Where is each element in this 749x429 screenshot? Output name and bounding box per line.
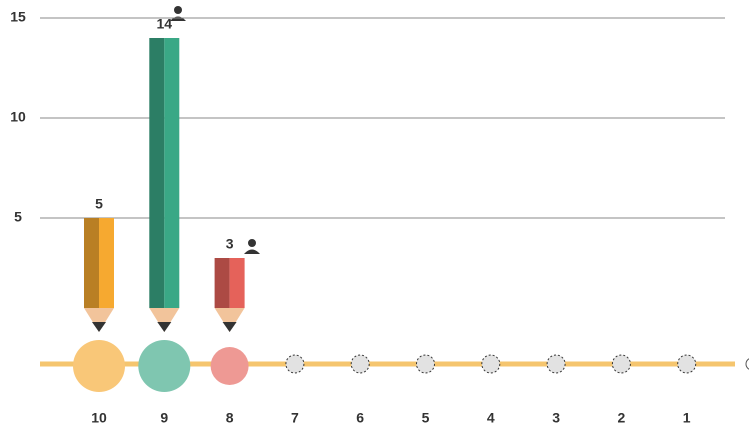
x-tick-label: 9 xyxy=(160,410,168,426)
x-tick-label: 3 xyxy=(552,410,560,426)
blob xyxy=(138,340,191,392)
blob xyxy=(210,347,249,385)
y-tick-label: 5 xyxy=(14,209,22,225)
pencil-body xyxy=(229,258,245,308)
person-icon xyxy=(170,6,186,21)
empty-slot xyxy=(481,354,501,374)
empty-slot xyxy=(416,354,435,374)
empty-slot xyxy=(285,354,305,374)
y-tick-label: 10 xyxy=(10,109,26,125)
x-tick-label: 8 xyxy=(226,410,234,426)
person-icon xyxy=(244,239,260,254)
pencil-wood xyxy=(149,308,180,332)
pencil-body xyxy=(164,38,180,308)
x-tick-label: 10 xyxy=(91,410,107,426)
pencil-body xyxy=(84,218,99,308)
empty-slot xyxy=(677,354,697,374)
empty-slot xyxy=(546,354,566,374)
x-tick-label: 6 xyxy=(356,410,364,426)
value-label: 14 xyxy=(157,16,173,32)
pencil-wood xyxy=(84,308,114,332)
value-label: 3 xyxy=(226,236,234,252)
x-tick-label: 5 xyxy=(422,410,430,426)
pencil-lead xyxy=(157,322,172,332)
x-tick-label: 2 xyxy=(618,410,626,426)
x-tick-label: 4 xyxy=(487,410,495,426)
pencil xyxy=(149,38,180,332)
pencil xyxy=(214,258,245,332)
x-tick-label: 1 xyxy=(683,410,691,426)
edge-dot xyxy=(745,358,749,370)
y-tick-label: 15 xyxy=(10,9,26,25)
pencil-body xyxy=(99,218,114,308)
value-label: 5 xyxy=(95,196,103,212)
pencil-body xyxy=(149,38,165,308)
pencil-lead xyxy=(92,322,106,332)
empty-slot xyxy=(350,354,370,374)
pencil-wood xyxy=(214,308,245,332)
x-tick-label: 7 xyxy=(291,410,299,426)
blob xyxy=(73,340,125,392)
empty-slot xyxy=(611,354,631,374)
pencil-lead xyxy=(222,322,237,332)
pencil-body xyxy=(214,258,230,308)
pencil xyxy=(84,218,114,332)
